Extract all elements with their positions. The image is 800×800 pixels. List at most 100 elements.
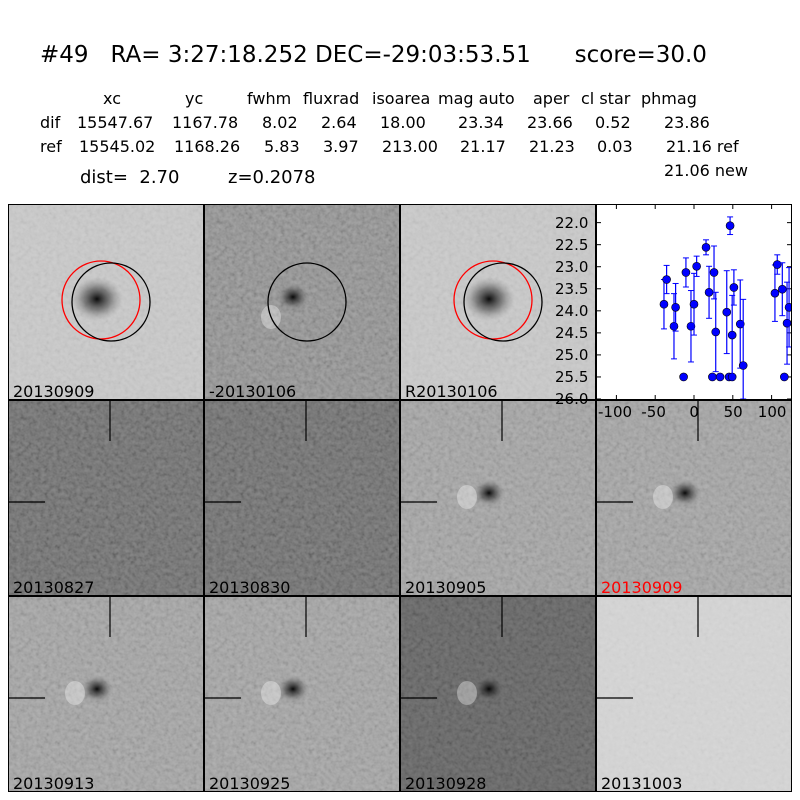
data-point (692, 261, 701, 271)
image-stamp: 20130925 (204, 596, 400, 792)
data-point (780, 372, 789, 382)
data-point (725, 221, 735, 231)
data-point (689, 299, 699, 309)
data-point (727, 330, 737, 340)
data-point (729, 283, 739, 292)
x-tick-label: -100 (598, 403, 633, 421)
image-stamp: 20130928 (400, 596, 596, 792)
stamp-date-label: 20130909 (13, 382, 95, 400)
row-label: ref (40, 137, 62, 156)
table-cell: 1167.78 (172, 113, 239, 132)
redshift-label: z=0.2078 (228, 167, 316, 188)
stamp-date-label: -20130106 (209, 382, 297, 400)
data-point (708, 372, 717, 382)
table-cell: 1168.26 (174, 137, 241, 156)
table-cell: 213.00 (382, 137, 438, 156)
y-tick-label: 24.5 (555, 323, 589, 342)
data-point (784, 302, 794, 312)
data-point (772, 260, 782, 269)
ref-aperture-circle (453, 260, 533, 340)
table-cell: 23.34 (458, 113, 504, 132)
light-curve-plot (596, 204, 794, 400)
image-stamp: -20130106 (204, 204, 400, 400)
stamp-date-label: R20130106 (405, 382, 498, 400)
column-header: aper (533, 89, 570, 108)
image-stamp: 20130913 (8, 596, 204, 792)
y-tick-label: 22.5 (555, 235, 589, 254)
dist-label: dist= 2.70 (80, 167, 180, 188)
data-point (711, 327, 721, 337)
y-tick-label: 24.0 (555, 301, 589, 320)
column-header: mag auto (438, 89, 515, 108)
light-curve-svg (597, 205, 794, 400)
y-tick-label: 26.0 (555, 390, 589, 408)
stamp-date-label: 20130827 (13, 578, 95, 596)
table-cell: 2.64 (321, 113, 357, 132)
data-point (715, 372, 725, 382)
stamp-date-label: 20130925 (209, 774, 291, 792)
figure-title: #49 RA= 3:27:18.252 DEC=-29:03:53.51 sco… (40, 42, 707, 68)
table-cell: 18.00 (380, 113, 426, 132)
data-point (770, 288, 780, 298)
table-cell: 3.97 (323, 137, 359, 156)
data-point (782, 318, 792, 328)
data-point (681, 268, 691, 277)
column-header: phmag (641, 89, 697, 108)
table-cell: 21.16 ref (666, 137, 739, 156)
stamp-date-label: 20130913 (13, 774, 95, 792)
image-stamp: 20130830 (204, 400, 400, 596)
stamp-date-label: 20131003 (601, 774, 683, 792)
stamp-date-label: 20130928 (405, 774, 487, 792)
column-header: isoarea (372, 89, 431, 108)
y-tick-label: 25.5 (555, 367, 589, 386)
column-header: yc (185, 89, 204, 108)
data-point (686, 321, 696, 331)
column-header: xc (103, 89, 121, 108)
image-stamp: 20131003 (596, 596, 792, 792)
data-point (671, 302, 680, 312)
data-point (679, 372, 688, 382)
column-header: fluxrad (303, 89, 360, 108)
stamp-date-label: 20130830 (209, 578, 291, 596)
detection-aperture-circle (463, 262, 543, 342)
y-tick-label: 22.0 (555, 213, 589, 232)
detection-aperture-circle (71, 262, 151, 342)
image-stamp: R20130106 (400, 204, 596, 400)
image-stamp: 20130909 (8, 204, 204, 400)
column-header: cl star (581, 89, 631, 108)
data-point (662, 275, 671, 284)
stamp-date-label: 20130909 (601, 578, 683, 596)
table-cell: 15547.67 (77, 113, 154, 132)
data-point (659, 299, 669, 309)
x-tick-label: 100 (757, 403, 787, 421)
ref-aperture-circle (61, 260, 141, 340)
table-cell: 0.03 (597, 137, 633, 156)
row-label: dif (40, 113, 61, 132)
image-stamp: 20130909 (596, 400, 792, 596)
phmag-new: 21.06 new (664, 161, 748, 180)
table-cell: 15545.02 (79, 137, 156, 156)
x-tick-label: 50 (723, 403, 743, 421)
x-tick-label: -50 (641, 403, 666, 421)
column-header: fwhm (247, 89, 292, 108)
table-cell: 0.52 (595, 113, 631, 132)
y-tick-label: 23.5 (555, 279, 589, 298)
detection-aperture-circle (267, 262, 347, 342)
data-point (738, 361, 748, 370)
image-stamp: 20130905 (400, 400, 596, 596)
table-cell: 5.83 (264, 137, 300, 156)
table-cell: 23.66 (527, 113, 573, 132)
data-point (778, 284, 787, 294)
data-point (701, 243, 711, 252)
image-stamp: 20130827 (8, 400, 204, 596)
data-point (735, 319, 745, 329)
table-cell: 8.02 (262, 113, 298, 132)
data-point (669, 321, 679, 331)
data-point (709, 268, 719, 277)
y-tick-label: 23.0 (555, 257, 589, 276)
y-tick-label: 25.0 (555, 345, 589, 364)
data-point (704, 288, 714, 297)
table-cell: 23.86 (664, 113, 710, 132)
stamp-date-label: 20130905 (405, 578, 487, 596)
data-point (722, 307, 732, 317)
